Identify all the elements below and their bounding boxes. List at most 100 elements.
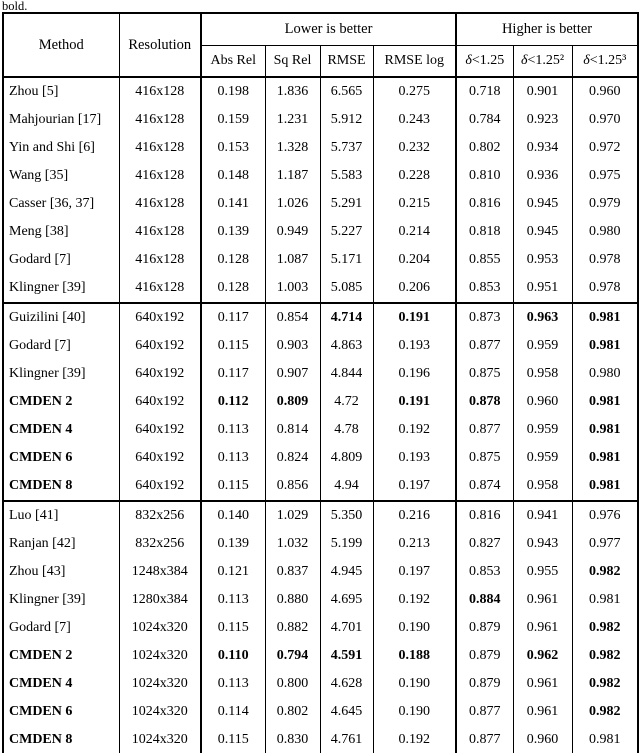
- lower-is-better-group-header: Lower is better: [199, 13, 457, 46]
- cell-metric: 0.958: [512, 360, 573, 388]
- cell-metric: 0.962: [512, 642, 573, 670]
- cell-resolution: 640x192: [118, 444, 201, 472]
- cell-metric: 4.695: [319, 586, 373, 614]
- cell-metric: 0.816: [455, 500, 514, 530]
- cell-metric: 0.978: [571, 274, 639, 303]
- cell-resolution: 640x192: [118, 416, 201, 444]
- cell-metric: 0.879: [455, 642, 514, 670]
- metric-header-delta-1: δ<1.25: [455, 45, 514, 78]
- cell-metric: 0.802: [264, 698, 320, 726]
- cell-resolution: 416x128: [118, 134, 201, 162]
- cell-metric: 0.874: [455, 472, 514, 501]
- table-row: Klingner [39] 640x192 0.117 0.907 4.844 0.196…: [3, 360, 639, 388]
- cell-method: Klingner [39]: [9, 280, 86, 295]
- cell-metric: 0.963: [512, 302, 573, 332]
- cell-resolution: 832x256: [118, 530, 201, 558]
- cell-metric: 0.191: [372, 388, 457, 416]
- cell-metric: 0.959: [512, 444, 573, 472]
- cell-metric: 0.190: [372, 670, 457, 698]
- cell-metric: 0.192: [372, 416, 457, 444]
- cell-resolution: 640x192: [118, 360, 201, 388]
- higher-is-better-group-header: Higher is better: [455, 13, 639, 46]
- cell-method: CMDEN 2: [9, 648, 73, 663]
- table-row: Meng [38] 416x128 0.139 0.949 5.227 0.214 0.81…: [3, 218, 639, 246]
- cell-metric: 0.955: [512, 558, 573, 586]
- cell-method: Casser [36, 37]: [9, 196, 95, 211]
- cell-metric: 0.975: [571, 162, 639, 190]
- cell-metric: 0.877: [455, 726, 514, 753]
- cell-metric: 0.117: [200, 360, 265, 388]
- cell-metric: 0.981: [571, 388, 639, 416]
- cell-metric: 1.328: [264, 134, 320, 162]
- cell-metric: 4.701: [319, 614, 373, 642]
- cell-metric: 5.291: [319, 190, 373, 218]
- cell-metric: 0.855: [455, 246, 514, 274]
- cell-metric: 0.824: [264, 444, 320, 472]
- cell-metric: 0.139: [200, 530, 265, 558]
- cell-metric: 0.877: [455, 698, 514, 726]
- metric-header-rmse: RMSE: [319, 45, 373, 78]
- cell-metric: 0.128: [200, 246, 265, 274]
- cell-metric: 0.903: [264, 332, 320, 360]
- cell-metric: 4.809: [319, 444, 373, 472]
- cell-metric: 4.714: [319, 302, 373, 332]
- cell-metric: 0.982: [571, 558, 639, 586]
- cell-metric: 0.959: [512, 332, 573, 360]
- cell-method: CMDEN 4: [9, 676, 73, 691]
- cell-metric: 0.110: [200, 642, 265, 670]
- cell-metric: 6.565: [319, 77, 373, 106]
- cell-resolution: 1024x320: [118, 642, 201, 670]
- cell-resolution: 416x128: [118, 246, 201, 274]
- cell-metric: 0.718: [455, 77, 514, 106]
- group-header-row: Method Resolution Lower is better Higher…: [3, 13, 639, 78]
- cell-resolution: 1280x384: [118, 586, 201, 614]
- cell-metric: 0.981: [571, 726, 639, 753]
- cell-metric: 0.213: [372, 530, 457, 558]
- cell-metric: 5.912: [319, 106, 373, 134]
- cell-metric: 0.159: [200, 106, 265, 134]
- cell-metric: 0.112: [200, 388, 265, 416]
- caption-fragment: bold.: [2, 0, 28, 13]
- cell-metric: 0.961: [512, 614, 573, 642]
- cell-method: CMDEN 6: [9, 450, 73, 465]
- cell-metric: 1.187: [264, 162, 320, 190]
- table-row: CMDEN 8 1024x320 0.115 0.830 4.761 0.192 0.877…: [3, 726, 639, 753]
- cell-metric: 0.216: [372, 500, 457, 530]
- cell-metric: 0.114: [200, 698, 265, 726]
- cell-metric: 0.198: [200, 77, 265, 106]
- cell-resolution: 640x192: [118, 472, 201, 501]
- cell-metric: 0.880: [264, 586, 320, 614]
- cell-metric: 5.171: [319, 246, 373, 274]
- table-body: Zhou [5] 416x128 0.198 1.836 6.565 0.275 0.718…: [3, 77, 639, 753]
- cell-metric: 0.196: [372, 360, 457, 388]
- cell-metric: 0.923: [512, 106, 573, 134]
- table-row: CMDEN 4 640x192 0.113 0.814 4.78 0.192 0.877 0.…: [3, 416, 639, 444]
- cell-metric: 4.94: [319, 472, 373, 501]
- cell-metric: 0.878: [455, 388, 514, 416]
- cell-metric: 4.72: [319, 388, 373, 416]
- cell-metric: 0.153: [200, 134, 265, 162]
- cell-resolution: 1248x384: [118, 558, 201, 586]
- cell-method: Klingner [39]: [9, 592, 86, 607]
- cell-metric: 0.243: [372, 106, 457, 134]
- cell-metric: 0.784: [455, 106, 514, 134]
- cell-metric: 0.958: [512, 472, 573, 501]
- cell-resolution: 832x256: [118, 500, 201, 530]
- results-table: Method Resolution Lower is better Higher…: [2, 12, 640, 753]
- cell-metric: 0.945: [512, 190, 573, 218]
- cell-metric: 0.228: [372, 162, 457, 190]
- cell-method: Godard [7]: [9, 620, 71, 635]
- cell-metric: 0.190: [372, 614, 457, 642]
- cell-metric: 0.188: [372, 642, 457, 670]
- cell-metric: 0.121: [200, 558, 265, 586]
- delta-symbol: δ: [583, 53, 590, 68]
- cell-metric: 0.117: [200, 302, 265, 332]
- cell-metric: 0.901: [512, 77, 573, 106]
- cell-method: Yin and Shi [6]: [9, 140, 95, 155]
- cell-metric: 0.875: [455, 444, 514, 472]
- cell-method: Ranjan [42]: [9, 536, 76, 551]
- cell-metric: 0.128: [200, 274, 265, 303]
- cell-metric: 0.802: [455, 134, 514, 162]
- cell-metric: 0.941: [512, 500, 573, 530]
- table-row: Zhou [5] 416x128 0.198 1.836 6.565 0.275 0.718…: [3, 77, 639, 106]
